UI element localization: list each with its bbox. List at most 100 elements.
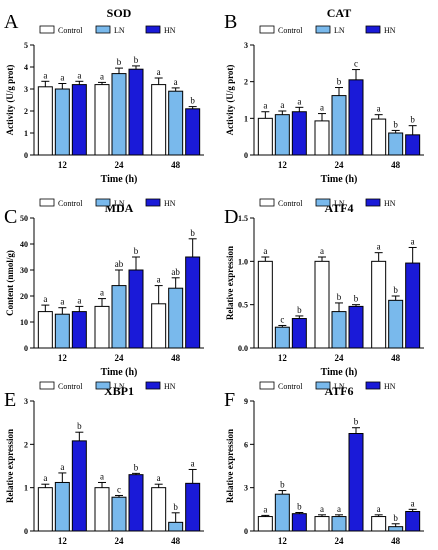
y-tick-label: 0 <box>24 151 28 160</box>
x-tick-label: 24 <box>335 160 345 170</box>
x-tick-label: 12 <box>278 160 288 170</box>
significance-letter: b <box>410 115 415 125</box>
x-tick-label: 12 <box>58 536 68 546</box>
bar-hn <box>185 108 201 156</box>
legend-label-control: Control <box>58 199 83 208</box>
x-tick-label: 48 <box>391 536 401 546</box>
bar-control <box>94 487 110 532</box>
x-tick-label: 12 <box>58 353 68 363</box>
significance-letter: a <box>174 77 178 87</box>
significance-letter: a <box>280 100 284 110</box>
bar-hn <box>185 482 201 532</box>
significance-letter: a <box>320 246 324 256</box>
panel-letter: C <box>4 206 17 228</box>
bar-control <box>371 516 387 532</box>
legend-swatch-hn <box>365 25 381 34</box>
y-tick-label: 9 <box>244 397 248 406</box>
bar-ln <box>111 285 127 349</box>
panel-letter: D <box>224 206 238 228</box>
legend-swatch-hn <box>365 198 381 207</box>
significance-letter: a <box>100 471 104 481</box>
legend-label-ln: LN <box>334 382 345 391</box>
y-tick-label: 0 <box>24 344 28 353</box>
y-axis-label: Relative expression <box>5 429 15 503</box>
bar-hn <box>185 256 201 349</box>
bar-hn <box>291 111 307 156</box>
bar-ln <box>54 313 70 349</box>
y-tick-label: 20 <box>20 292 28 301</box>
bar-ln <box>331 95 347 156</box>
x-tick-label: 48 <box>171 536 181 546</box>
legend-swatch-hn <box>145 25 161 34</box>
legend-swatch-ln <box>95 381 111 390</box>
significance-letter: b <box>297 502 302 512</box>
legend-label-hn: HN <box>384 26 396 35</box>
bar-hn <box>291 318 307 349</box>
y-axis-label: Content (nmol/g) <box>5 250 15 316</box>
x-tick-label: 48 <box>391 160 401 170</box>
significance-letter: b <box>393 513 398 523</box>
bar-hn <box>405 511 421 532</box>
legend-label-hn: HN <box>384 199 396 208</box>
bar-control <box>151 487 167 532</box>
x-tick-label: 24 <box>335 353 345 363</box>
significance-letter: a <box>297 96 301 106</box>
bar-ln <box>54 88 70 156</box>
significance-letter: b <box>337 77 342 87</box>
bar-control <box>94 84 110 156</box>
panel-letter: F <box>224 389 235 411</box>
bar-control <box>314 120 330 156</box>
x-tick-label: 24 <box>335 536 345 546</box>
x-tick-label: 24 <box>115 160 125 170</box>
legend-swatch-hn <box>365 381 381 390</box>
significance-letter: b <box>354 417 359 427</box>
y-tick-label: 1 <box>24 129 28 138</box>
x-axis-label: Time (h) <box>101 367 138 378</box>
significance-letter: b <box>117 57 122 67</box>
y-tick-label: 0 <box>244 151 248 160</box>
bar-control <box>314 516 330 532</box>
chart-title: ATF4 <box>324 201 353 215</box>
legend-swatch-control <box>259 198 275 207</box>
y-tick-label: 50 <box>20 214 28 223</box>
significance-letter: b <box>190 228 195 238</box>
x-tick-label: 12 <box>58 160 68 170</box>
bar-hn <box>348 305 364 349</box>
bar-control <box>151 303 167 349</box>
significance-letter: a <box>320 103 324 113</box>
significance-letter: ab <box>171 267 180 277</box>
y-tick-label: 5 <box>24 41 28 50</box>
significance-letter: a <box>100 288 104 298</box>
significance-letter: b <box>337 292 342 302</box>
significance-letter: b <box>134 462 139 472</box>
significance-letter: a <box>157 67 161 77</box>
bar-ln <box>168 287 184 349</box>
significance-letter: a <box>263 504 267 514</box>
significance-letter: a <box>411 236 415 246</box>
significance-letter: a <box>43 473 47 483</box>
y-tick-label: 6 <box>244 440 248 449</box>
legend-swatch-ln <box>95 198 111 207</box>
legend-swatch-control <box>39 381 55 390</box>
y-tick-label: 2 <box>24 107 28 116</box>
significance-letter: a <box>77 70 81 80</box>
significance-letter: a <box>320 504 324 514</box>
legend-swatch-ln <box>315 381 331 390</box>
panel-c: C MDA Control LN HN 0 10 20 30 40 50 Content (nmol/… <box>4 198 204 378</box>
legend-label-hn: HN <box>164 26 176 35</box>
chart-title: CAT <box>327 6 351 20</box>
y-tick-label: 0 <box>244 527 248 536</box>
legend-label-ln: LN <box>114 26 125 35</box>
legend-label-hn: HN <box>164 382 176 391</box>
significance-letter: b <box>354 294 359 304</box>
chart-title: MDA <box>105 201 134 215</box>
significance-letter: a <box>263 101 267 111</box>
y-tick-label: 4 <box>24 63 28 72</box>
chart-title: SOD <box>107 6 132 20</box>
bar-hn <box>71 311 87 349</box>
significance-letter: a <box>377 504 381 514</box>
y-tick-label: 1.5 <box>238 214 248 223</box>
bar-control <box>37 86 53 156</box>
